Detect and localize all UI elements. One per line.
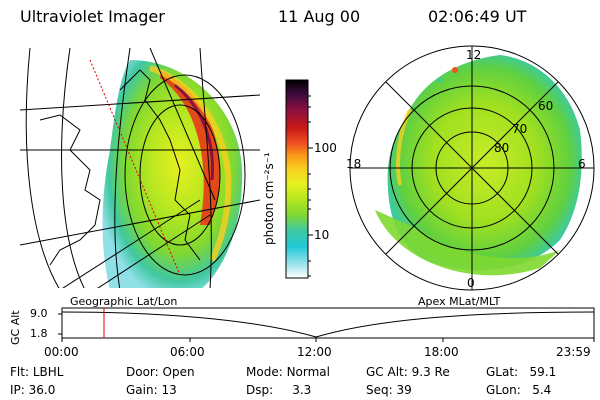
param-glat: GLat: 59.1 (486, 365, 557, 379)
colorbar-tick-10: 10 (314, 228, 330, 242)
aurora-oval-left (160, 70, 221, 225)
geographic-map (20, 48, 260, 288)
param-seq: Seq: 39 (366, 383, 412, 397)
colorbar-tick-100: 100 (314, 141, 337, 155)
colorbar-unit-label: photon cm⁻²s⁻¹ (262, 152, 276, 245)
mlat-label-70: 70 (512, 122, 528, 136)
right-map-label: Apex MLat/MLT (418, 295, 501, 308)
timeline-xtick-0: 00:00 (44, 345, 79, 359)
left-map-label: Geographic Lat/Lon (70, 295, 178, 308)
mlat-label-60: 60 (538, 99, 554, 113)
timeline-plot (58, 307, 595, 342)
polar-grid (349, 45, 595, 291)
param-glon: GLon: 5.4 (486, 383, 552, 397)
polar-map (349, 45, 595, 291)
date-label: 11 Aug 00 (278, 7, 361, 26)
mlat-label-80: 80 (494, 141, 510, 155)
timeline-ticks (58, 313, 595, 342)
graticule-left (20, 48, 260, 288)
timeline-ytick-1: 1.8 (30, 327, 48, 340)
param-gc-alt: GC Alt: 9.3 Re (366, 365, 450, 379)
altitude-curve (61, 311, 595, 338)
param-door: Door: Open (126, 365, 195, 379)
param-mode: Mode: Normal (246, 365, 330, 379)
mlt-label-18: 18 (346, 157, 362, 171)
mlt-label-12: 12 (466, 48, 482, 62)
timeline-xtick-1: 06:00 (170, 345, 205, 359)
mlt-label-0: 0 (467, 276, 475, 290)
colorbar-minor-ticks (308, 95, 311, 277)
time-label: 02:06:49 UT (428, 7, 527, 26)
coastline (39, 69, 201, 266)
param-ip: IP: 36.0 (10, 383, 56, 397)
timeline-xtick-3: 18:00 (424, 345, 459, 359)
param-gain: Gain: 13 (126, 383, 177, 397)
mlt-label-6: 6 (578, 157, 586, 171)
timeline-xtick-2: 12:00 (297, 345, 332, 359)
timeline-xtick-4: 23:59 (556, 345, 591, 359)
colorbar (285, 79, 309, 279)
param-dsp: Dsp: 3.3 (246, 383, 312, 397)
footprint-line (89, 59, 181, 276)
timeline-ytick-9: 9.0 (30, 307, 48, 320)
param-flt: Flt: LBHL (10, 365, 64, 379)
instrument-title: Ultraviolet Imager (20, 7, 165, 26)
timeline-ylabel: GC Alt (9, 310, 22, 345)
